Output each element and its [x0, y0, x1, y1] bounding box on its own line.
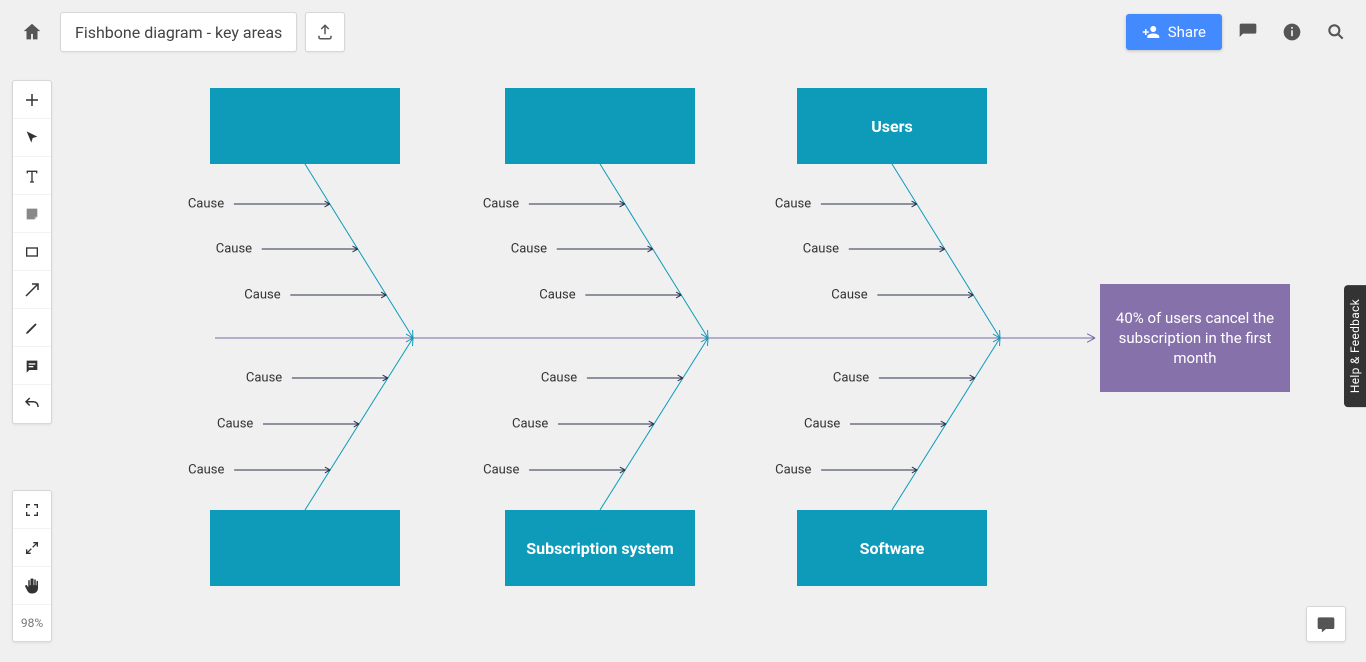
feedback-label: Help & Feedback — [1348, 299, 1362, 393]
cause-label[interactable]: Cause — [833, 371, 869, 386]
chat-button[interactable] — [1306, 606, 1346, 642]
pencil-icon — [24, 320, 40, 336]
home-icon — [21, 21, 43, 43]
cause-label[interactable]: Cause — [803, 242, 839, 257]
expand-icon — [24, 540, 40, 556]
undo-icon — [23, 395, 41, 413]
pen-tool[interactable] — [13, 309, 51, 347]
plus-icon — [23, 91, 41, 109]
cause-label[interactable]: Cause — [541, 371, 577, 386]
sticky-tool[interactable] — [13, 195, 51, 233]
shape-tool[interactable] — [13, 233, 51, 271]
arrow-tool[interactable] — [13, 271, 51, 309]
diagram-svg — [0, 0, 1366, 662]
cause-label[interactable]: Cause — [775, 197, 811, 212]
document-title-text: Fishbone diagram - key areas — [75, 23, 282, 42]
search-icon — [1326, 22, 1346, 42]
share-label: Share — [1168, 23, 1206, 41]
share-button[interactable]: Share — [1126, 14, 1222, 50]
fullscreen-icon — [24, 502, 40, 518]
cause-label[interactable]: Cause — [188, 463, 224, 478]
category-box-bottom-0[interactable] — [210, 510, 400, 586]
info-button[interactable] — [1274, 14, 1310, 50]
cursor-icon — [24, 130, 40, 146]
search-button[interactable] — [1318, 14, 1354, 50]
effect-text: 40% of users cancel the subscription in … — [1112, 308, 1278, 369]
export-button[interactable] — [305, 12, 345, 52]
zoom-level[interactable]: 98% — [13, 605, 51, 641]
category-box-top-1[interactable] — [505, 88, 695, 164]
comments-button[interactable] — [1230, 14, 1266, 50]
effect-box[interactable]: 40% of users cancel the subscription in … — [1100, 284, 1290, 392]
category-box-top-0[interactable] — [210, 88, 400, 164]
chat-icon — [1316, 614, 1336, 634]
share-person-icon — [1142, 23, 1160, 41]
home-button[interactable] — [12, 12, 52, 52]
pan-tool[interactable] — [13, 567, 51, 605]
cause-label[interactable]: Cause — [483, 463, 519, 478]
info-icon — [1282, 22, 1302, 42]
fullscreen-tool[interactable] — [13, 491, 51, 529]
hand-icon — [23, 577, 41, 595]
comment-icon — [1238, 22, 1258, 42]
cause-label[interactable]: Cause — [511, 242, 547, 257]
cause-label[interactable]: Cause — [217, 417, 253, 432]
cause-label[interactable]: Cause — [244, 288, 280, 303]
zoom-text: 98% — [21, 616, 43, 630]
cause-label[interactable]: Cause — [775, 463, 811, 478]
text-tool[interactable] — [13, 157, 51, 195]
note-tool[interactable] — [13, 347, 51, 385]
feedback-tab[interactable]: Help & Feedback — [1344, 285, 1366, 407]
tool-toolbar — [12, 80, 52, 424]
cause-label[interactable]: Cause — [804, 417, 840, 432]
view-toolbar: 98% — [12, 490, 52, 642]
fit-tool[interactable] — [13, 529, 51, 567]
note-icon — [24, 358, 40, 374]
cause-label[interactable]: Cause — [512, 417, 548, 432]
text-icon — [24, 168, 40, 184]
cause-label[interactable]: Cause — [831, 288, 867, 303]
document-title[interactable]: Fishbone diagram - key areas — [60, 12, 297, 52]
category-box-bottom-1[interactable]: Subscription system — [505, 510, 695, 586]
category-box-bottom-2[interactable]: Software — [797, 510, 987, 586]
add-tool[interactable] — [13, 81, 51, 119]
select-tool[interactable] — [13, 119, 51, 157]
category-box-top-2[interactable]: Users — [797, 88, 987, 164]
rectangle-icon — [24, 244, 40, 260]
cause-label[interactable]: Cause — [216, 242, 252, 257]
undo-tool[interactable] — [13, 385, 51, 423]
sticky-note-icon — [24, 206, 40, 222]
diagram-canvas: 40% of users cancel the subscription in … — [0, 0, 1366, 662]
arrow-icon — [23, 281, 41, 299]
cause-label[interactable]: Cause — [483, 197, 519, 212]
cause-label[interactable]: Cause — [188, 197, 224, 212]
export-icon — [316, 23, 334, 41]
cause-label[interactable]: Cause — [539, 288, 575, 303]
cause-label[interactable]: Cause — [246, 371, 282, 386]
